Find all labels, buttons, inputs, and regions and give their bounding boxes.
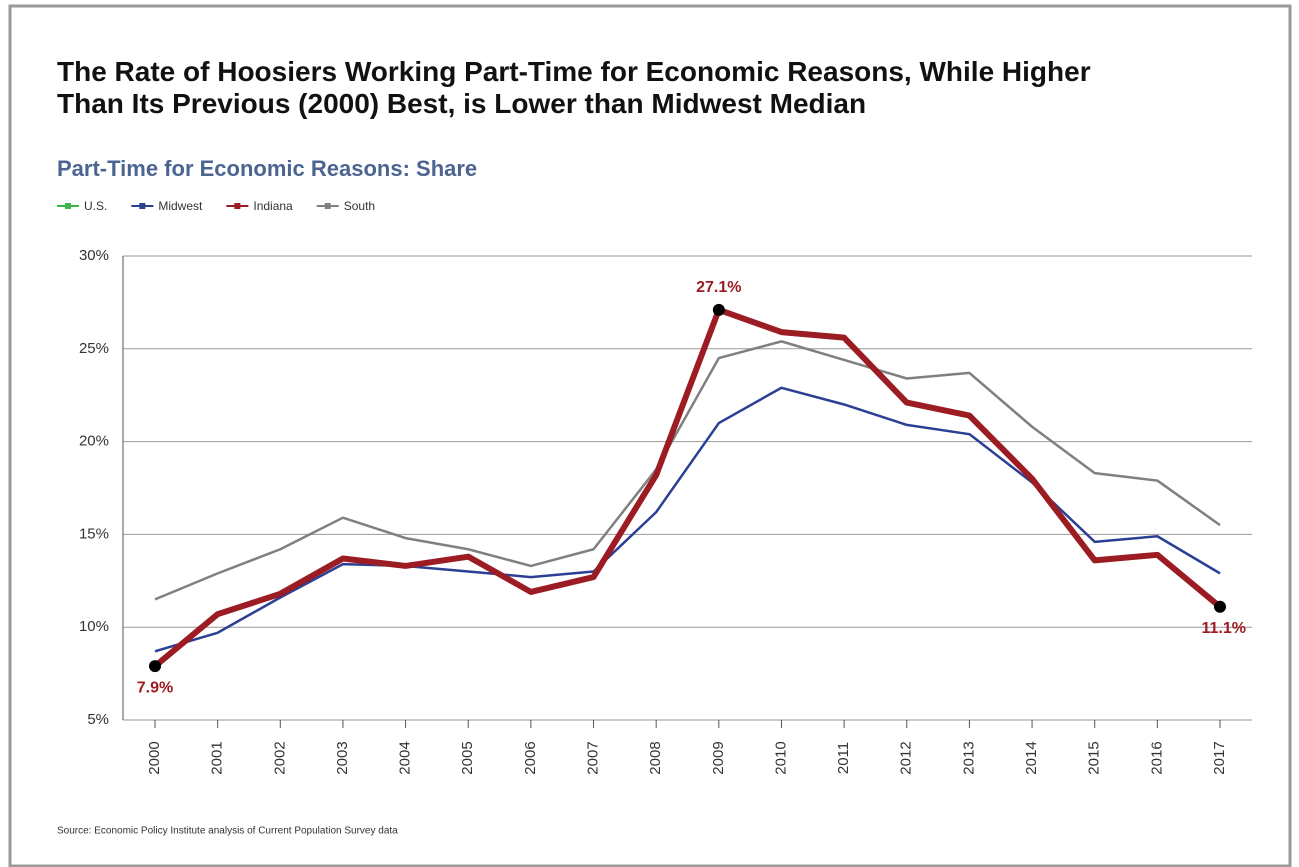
frame bbox=[8, 4, 1292, 867]
x-tick-label: 2010 bbox=[772, 741, 789, 774]
chart-title: The Rate of Hoosiers Working Part-Time f… bbox=[57, 56, 1091, 119]
x-tick-label: 2000 bbox=[146, 741, 163, 774]
y-tick-label: 5% bbox=[87, 711, 109, 728]
data-label: 7.9% bbox=[137, 679, 173, 696]
source-note: Source: Economic Policy Institute analys… bbox=[57, 826, 398, 837]
data-label: 11.1% bbox=[1202, 620, 1246, 637]
legend-label: Midwest bbox=[158, 199, 203, 213]
x-tick-label: 2015 bbox=[1086, 741, 1103, 774]
series-line bbox=[154, 340, 1221, 601]
x-tick-label: 2004 bbox=[397, 741, 414, 774]
x-tick-label: 2006 bbox=[522, 741, 539, 774]
y-tick-label: 30% bbox=[79, 247, 109, 264]
point-marker bbox=[149, 660, 161, 673]
legend-marker bbox=[234, 203, 241, 209]
chart-subtitle: Part-Time for Economic Reasons: Share bbox=[57, 156, 477, 181]
x-tick-label: 2011 bbox=[835, 742, 852, 774]
x-tick-label: 2016 bbox=[1148, 741, 1165, 774]
point-marker bbox=[1214, 600, 1226, 613]
y-tick-label: 20% bbox=[79, 433, 109, 450]
x-tick-label: 2009 bbox=[710, 741, 727, 774]
point-marker bbox=[712, 303, 725, 316]
y-tick-label: 10% bbox=[79, 618, 109, 635]
legend-marker bbox=[139, 203, 146, 209]
legend-marker bbox=[65, 203, 71, 209]
x-tick-label: 2005 bbox=[459, 741, 476, 774]
y-tick-label: 15% bbox=[79, 525, 109, 542]
x-tick-label: 2001 bbox=[209, 741, 226, 774]
legend-label: Indiana bbox=[253, 199, 293, 213]
y-tick-label: 25% bbox=[79, 340, 109, 357]
x-tick-label: 2003 bbox=[334, 741, 351, 774]
legend-label: South bbox=[344, 199, 375, 213]
legend-label: U.S. bbox=[84, 199, 107, 213]
x-tick-label: 2008 bbox=[647, 741, 664, 774]
x-tick-label: 2007 bbox=[584, 741, 601, 774]
data-label: 27.1% bbox=[696, 279, 741, 296]
legend-marker bbox=[324, 203, 331, 209]
x-tick-label: 2013 bbox=[960, 741, 977, 774]
x-tick-label: 2002 bbox=[271, 741, 288, 774]
x-tick-label: 2014 bbox=[1023, 741, 1040, 774]
series-line bbox=[153, 306, 1222, 669]
x-tick-label: 2012 bbox=[898, 741, 915, 774]
legend: U.S. Midwest Indiana South bbox=[57, 199, 375, 213]
x-tick-label: 2017 bbox=[1211, 741, 1228, 774]
